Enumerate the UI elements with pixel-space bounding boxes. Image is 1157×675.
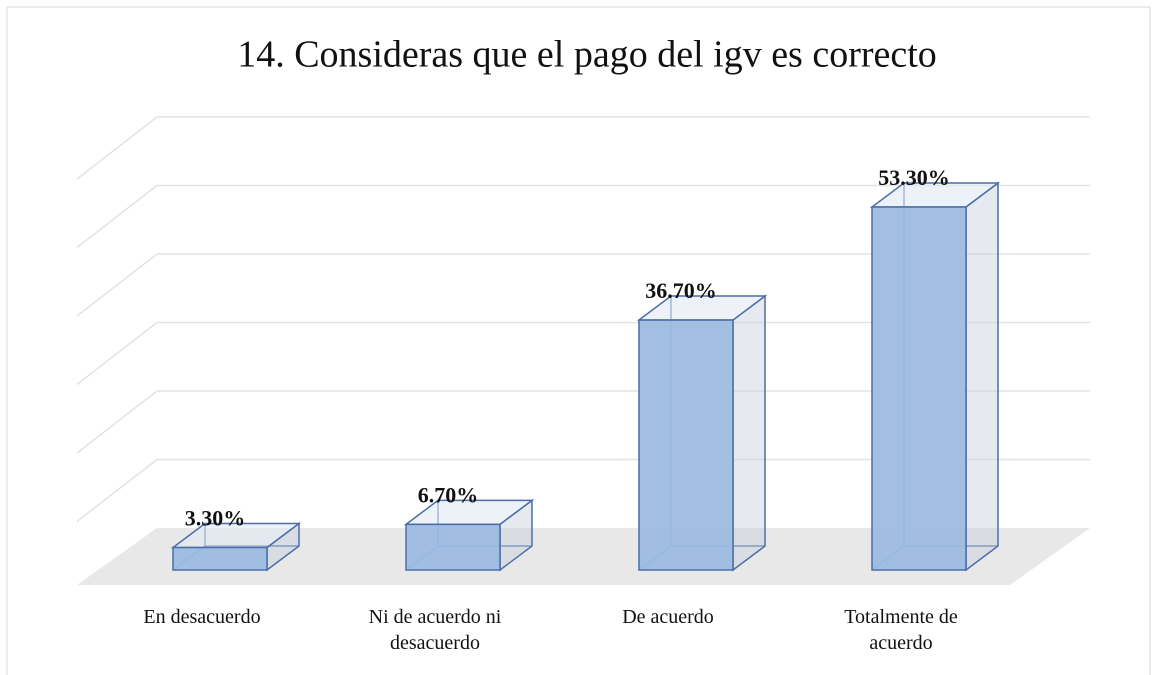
bar bbox=[405, 523, 501, 571]
x-tick-label: Ni de acuerdo ni desacuerdo bbox=[368, 606, 502, 654]
side-grid-line bbox=[76, 458, 158, 523]
bar-side bbox=[732, 294, 766, 572]
value-label: 53.30% bbox=[878, 165, 950, 190]
value-label: 36.70% bbox=[645, 278, 717, 303]
side-grid-line bbox=[76, 390, 158, 454]
side-grid-line bbox=[76, 253, 158, 317]
x-tick-label: De acuerdo bbox=[622, 606, 714, 628]
x-tick-label: En desacuerdo bbox=[143, 606, 261, 628]
value-label: 3.30% bbox=[185, 506, 246, 531]
bar bbox=[638, 319, 734, 571]
floor bbox=[77, 528, 1090, 585]
bar bbox=[871, 206, 967, 571]
chart-title: 14. Consideras que el pago del igv es co… bbox=[237, 34, 937, 76]
side-grid-line bbox=[76, 321, 158, 386]
side-grid-line bbox=[76, 184, 158, 249]
side-grid-line bbox=[76, 116, 158, 180]
chart-border bbox=[6, 6, 1151, 675]
x-tick-label: Totalmente de acuerdo bbox=[844, 606, 958, 654]
value-label: 6.70% bbox=[418, 482, 479, 507]
bar bbox=[172, 546, 268, 571]
bar-side bbox=[965, 181, 999, 572]
